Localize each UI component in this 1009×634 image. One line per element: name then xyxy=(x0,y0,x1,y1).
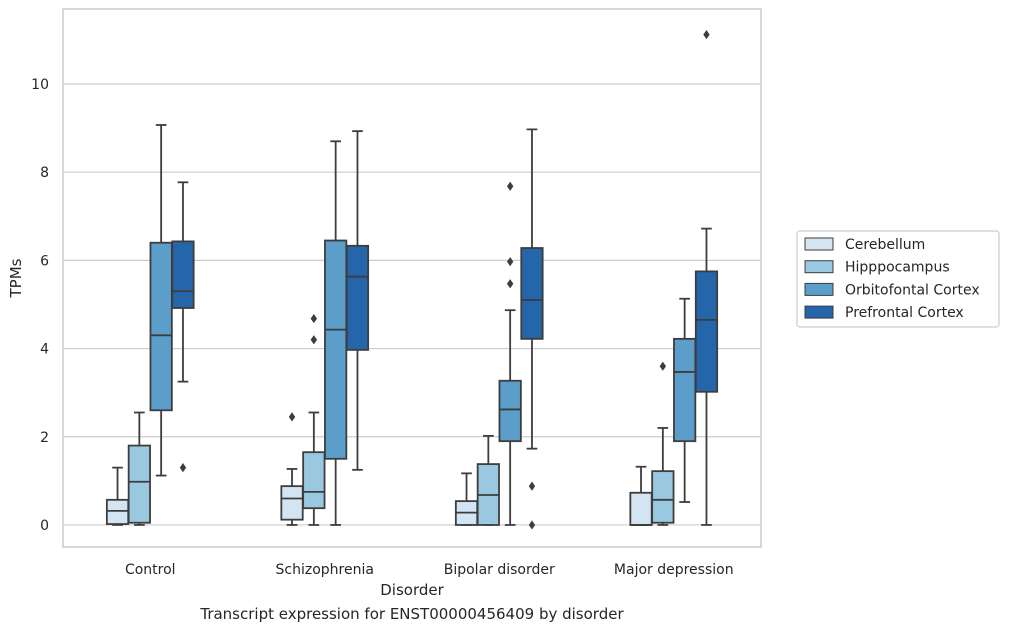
box-body xyxy=(345,244,370,351)
box xyxy=(454,472,479,526)
y-tick-label: 6 xyxy=(40,253,49,269)
box-body xyxy=(520,247,544,340)
y-tick-label: 2 xyxy=(40,430,49,446)
outlier-point xyxy=(288,412,296,422)
box xyxy=(629,465,653,526)
box-body xyxy=(498,379,522,443)
box-body xyxy=(127,444,151,524)
box xyxy=(171,181,195,473)
x-tick-label: Bipolar disorder xyxy=(444,562,555,578)
x-tick-label: Control xyxy=(125,562,176,578)
legend-label: Prefrontal Cortex xyxy=(845,305,964,321)
x-tick-label: Schizophrenia xyxy=(276,562,374,578)
outlier-point xyxy=(179,463,187,473)
box xyxy=(324,140,348,526)
plot-frame xyxy=(62,8,762,548)
outlier-point xyxy=(506,181,514,191)
box-body xyxy=(149,241,173,412)
outlier-point xyxy=(506,279,514,289)
box xyxy=(520,128,544,530)
x-axis-label: Disorder xyxy=(380,581,444,599)
series-orbitofontal-cortex xyxy=(149,124,697,526)
box xyxy=(127,411,151,526)
y-axis-label: TPMs xyxy=(7,258,25,298)
outlier-point xyxy=(310,313,318,324)
series-prefrontal-cortex xyxy=(171,29,719,530)
y-axis: 0 2 4 6 8 10 xyxy=(31,77,49,534)
box xyxy=(280,412,304,526)
y-tick-label: 10 xyxy=(31,77,49,93)
legend-label: Orbitofontal Cortex xyxy=(845,282,980,298)
box xyxy=(651,361,675,526)
outlier-point xyxy=(528,481,536,491)
outlier-point xyxy=(310,335,318,345)
box xyxy=(105,466,130,526)
legend: Cerebellum Hipppocampus Orbitofontal Corte… xyxy=(796,230,1000,328)
legend-frame xyxy=(796,230,1000,328)
box-body xyxy=(302,451,326,510)
box xyxy=(302,313,326,526)
x-axis: Control Schizophrenia Bipolar disorder Majo… xyxy=(125,562,734,578)
legend-swatch xyxy=(804,237,834,251)
box-body xyxy=(694,270,719,393)
legend-swatch xyxy=(804,305,834,319)
y-tick-label: 8 xyxy=(40,165,49,181)
box-body xyxy=(651,470,675,524)
box xyxy=(345,130,370,471)
series-cerebellum xyxy=(105,412,653,526)
outlier-point xyxy=(528,520,536,530)
box-body xyxy=(673,337,697,443)
chart-caption: Transcript expression for ENST0000045640… xyxy=(200,605,624,623)
box-body xyxy=(105,498,130,525)
box xyxy=(498,181,522,526)
box xyxy=(149,124,173,477)
box-body xyxy=(629,491,653,526)
series-hipppocampus xyxy=(127,313,675,526)
outlier-point xyxy=(659,361,667,371)
box-body xyxy=(280,485,304,521)
legend-label: Cerebellum xyxy=(845,237,925,253)
x-tick-label: Major depression xyxy=(614,562,734,578)
box-body xyxy=(324,239,348,460)
box xyxy=(673,297,697,503)
y-tick-label: 4 xyxy=(40,342,49,358)
box xyxy=(694,29,719,526)
box-body xyxy=(171,240,195,309)
legend-swatch xyxy=(804,282,834,296)
y-tick-label: 0 xyxy=(40,518,49,534)
outlier-point xyxy=(506,257,514,267)
box xyxy=(476,434,500,526)
legend-label: Hipppocampus xyxy=(845,260,950,276)
legend-swatch xyxy=(804,260,834,274)
outlier-point xyxy=(703,29,710,40)
